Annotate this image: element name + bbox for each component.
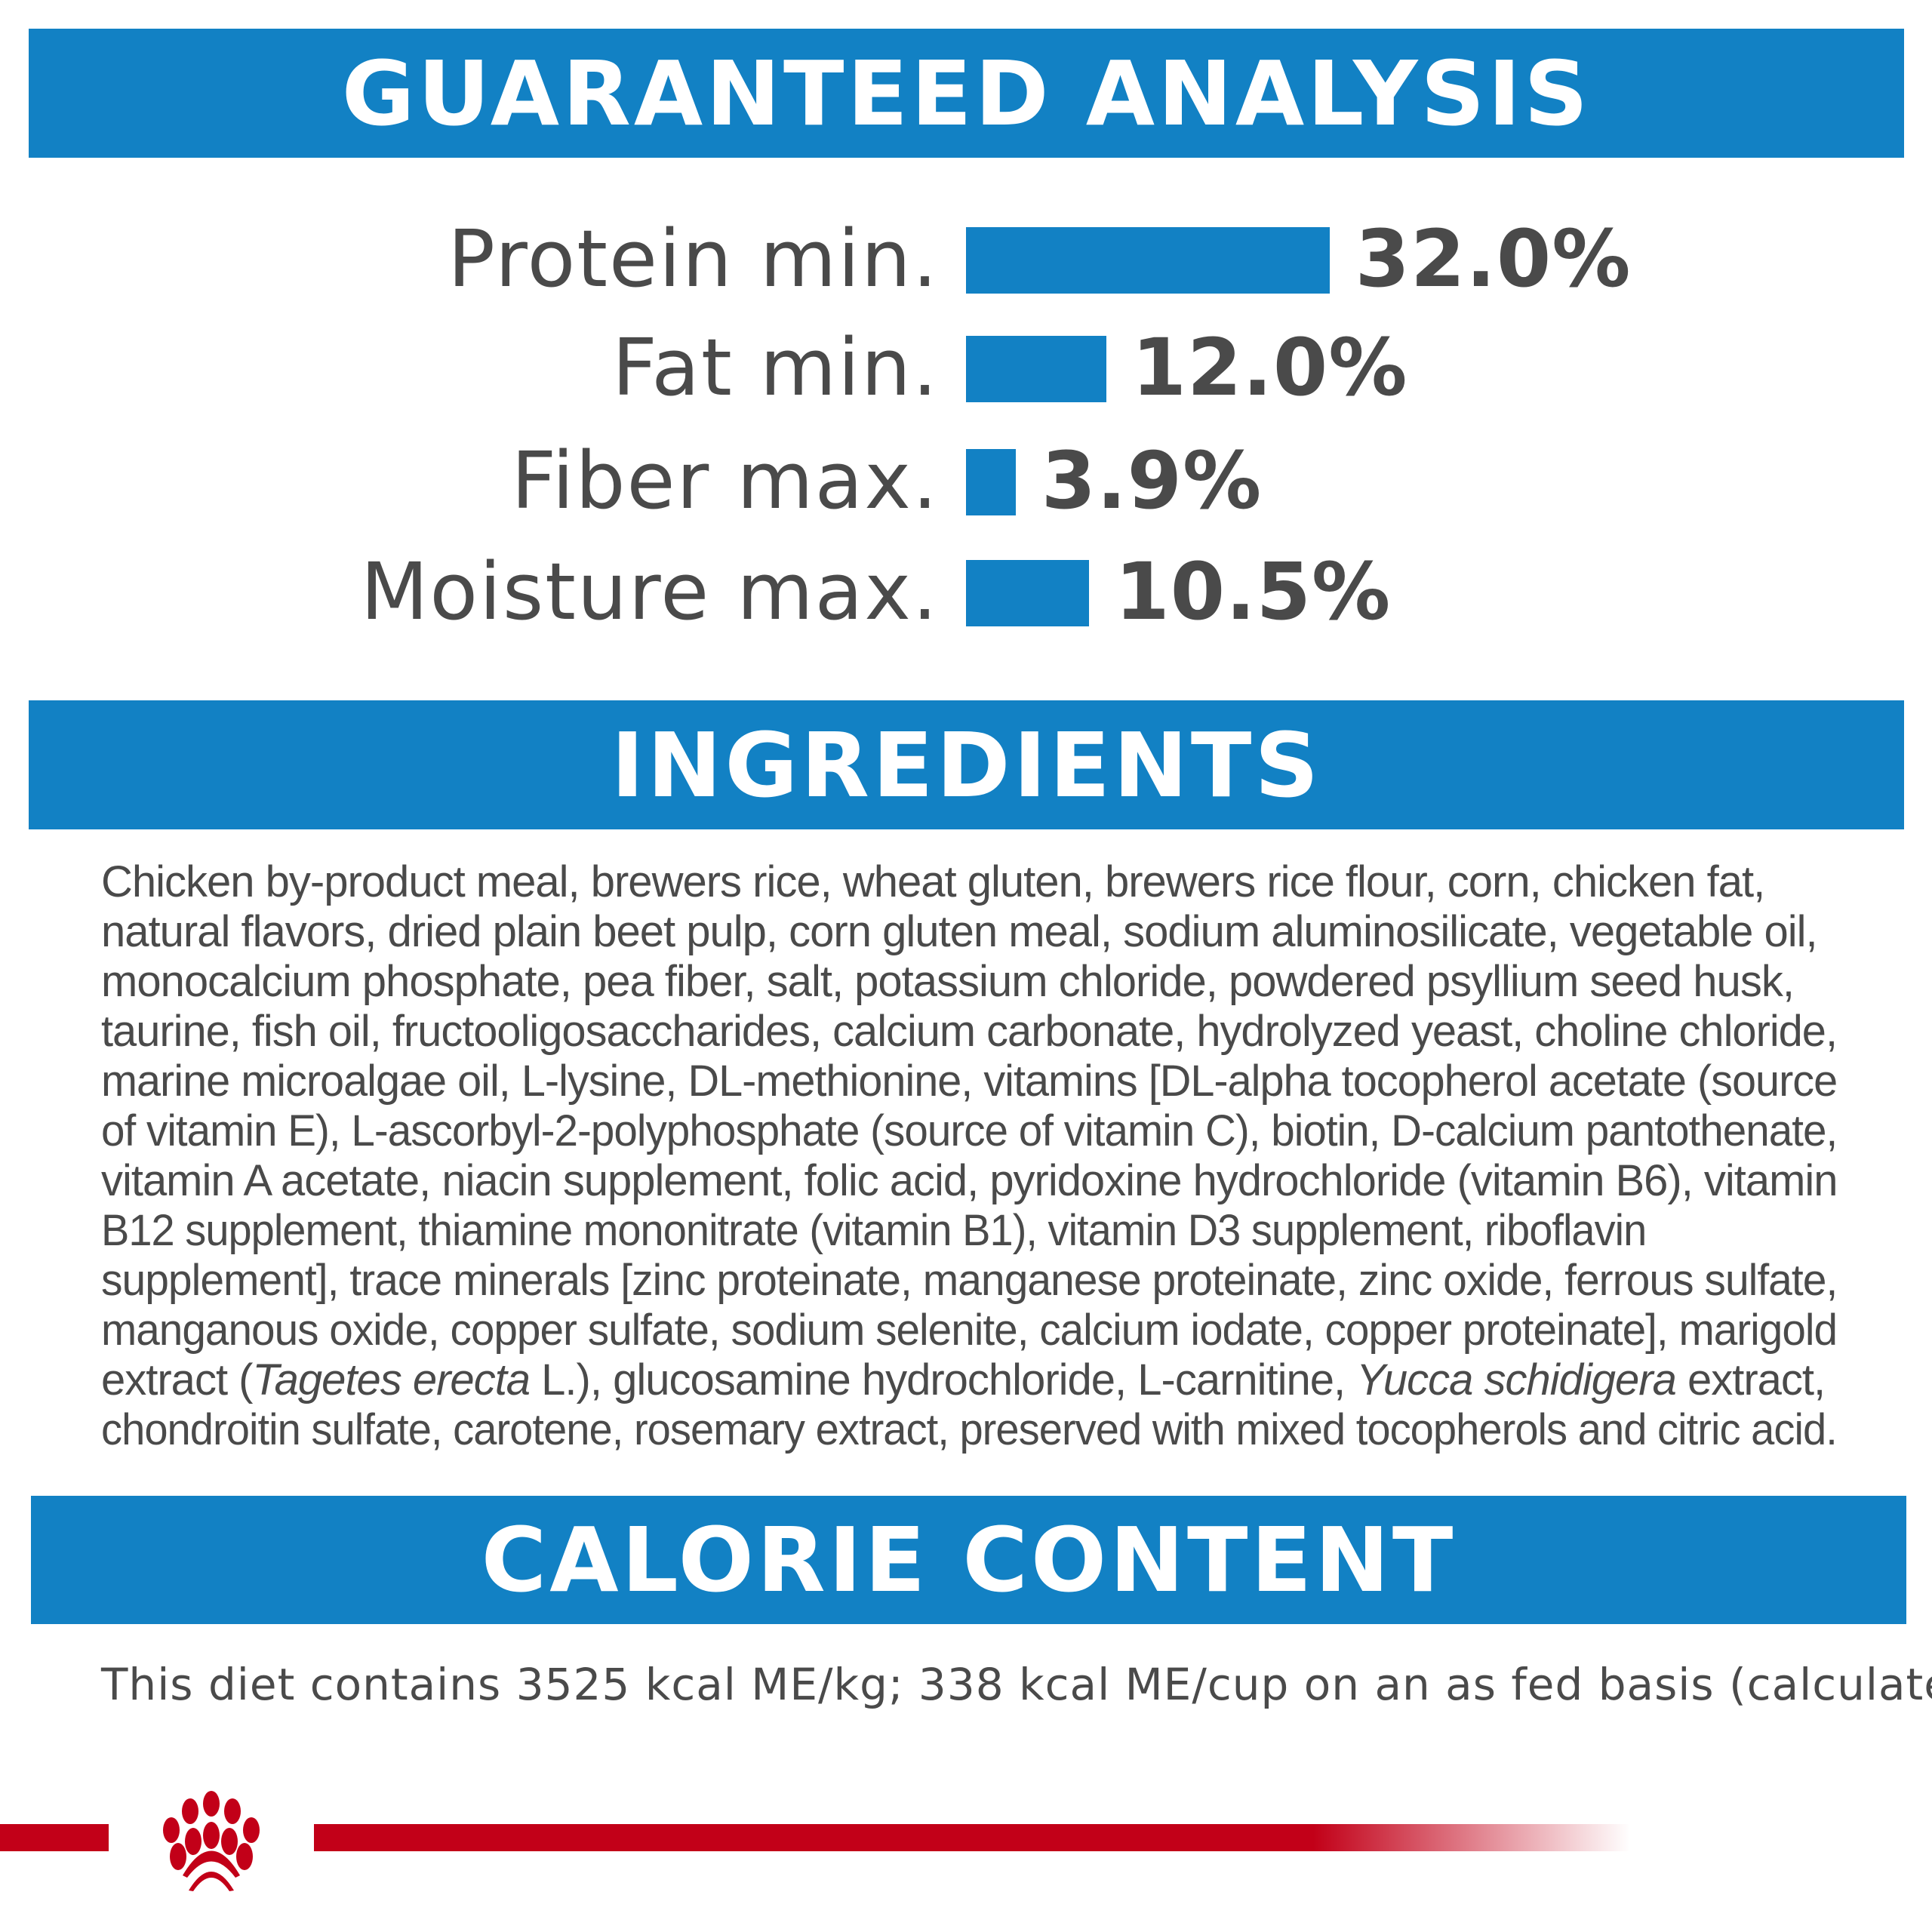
analysis-bar: [966, 560, 1090, 626]
analysis-row-protein: Protein min. 32.0%: [0, 213, 1932, 305]
ingredients-line: B12 supplement, thiamine mononitrate (vi…: [101, 1206, 1647, 1255]
analysis-row-fiber: Fiber max. 3.9%: [0, 435, 1932, 527]
text: extract,: [1675, 1355, 1826, 1404]
italic-text: Yucca schidigera: [1356, 1355, 1677, 1404]
analysis-value: 32.0%: [1355, 213, 1632, 305]
ingredients-title: INGREDIENTS: [611, 712, 1322, 817]
analysis-row-fat: Fat min. 12.0%: [0, 321, 1932, 414]
ingredients-line: taurine, fish oil, fructooligosaccharide…: [101, 1007, 1838, 1056]
ingredients-line: manganous oxide, copper sulfate, sodium …: [101, 1306, 1838, 1355]
ingredients-text: Chicken by-product meal, brewers rice, w…: [101, 857, 1838, 1455]
analysis-bar: [966, 227, 1330, 294]
analysis-value: 10.5%: [1115, 546, 1392, 638]
analysis-label: Fat min.: [611, 321, 939, 414]
analysis-label: Moisture max.: [360, 546, 939, 638]
guaranteed-analysis-header: GUARANTEED ANALYSIS: [29, 29, 1904, 158]
ingredients-header: INGREDIENTS: [29, 700, 1904, 829]
analysis-value: 3.9%: [1041, 435, 1263, 527]
calorie-content-title: CALORIE CONTENT: [481, 1508, 1457, 1612]
analysis-row-moisture: Moisture max. 10.5%: [0, 546, 1932, 638]
ingredients-line: marine microalgae oil, L-lysine, DL-meth…: [101, 1057, 1838, 1106]
ingredients-line: vitamin A acetate, niacin supplement, fo…: [101, 1156, 1838, 1205]
guaranteed-analysis-title: GUARANTEED ANALYSIS: [341, 41, 1592, 146]
analysis-label: Fiber max.: [511, 435, 939, 527]
ingredients-line: chondroitin sulfate, carotene, rosemary …: [101, 1405, 1838, 1454]
crown-icon: [109, 1781, 314, 1894]
ingredients-line: of vitamin E), L-ascorbyl-2-polyphosphat…: [101, 1106, 1838, 1155]
text: extract (: [101, 1355, 253, 1404]
ingredients-line: extract (Tagetes erecta L.), glucosamine…: [101, 1355, 1837, 1405]
text: L.), glucosamine hydrochloride, L-carnit…: [530, 1355, 1357, 1404]
analysis-label: Protein min.: [448, 213, 939, 305]
ingredients-line: supplement], trace minerals [zinc protei…: [101, 1256, 1838, 1305]
analysis-bar: [966, 336, 1106, 402]
analysis-bar: [966, 449, 1016, 515]
ingredients-line: natural flavors, dried plain beet pulp, …: [101, 907, 1818, 956]
analysis-value: 12.0%: [1131, 321, 1408, 414]
ingredients-line: Chicken by-product meal, brewers rice, w…: [101, 857, 1765, 906]
ingredients-line: monocalcium phosphate, pea fiber, salt, …: [101, 957, 1795, 1006]
calorie-content-header: CALORIE CONTENT: [31, 1496, 1906, 1624]
italic-text: Tagetes erecta: [252, 1355, 531, 1404]
calorie-content-text: This diet contains 3525 kcal ME/kg; 338 …: [101, 1659, 1932, 1710]
